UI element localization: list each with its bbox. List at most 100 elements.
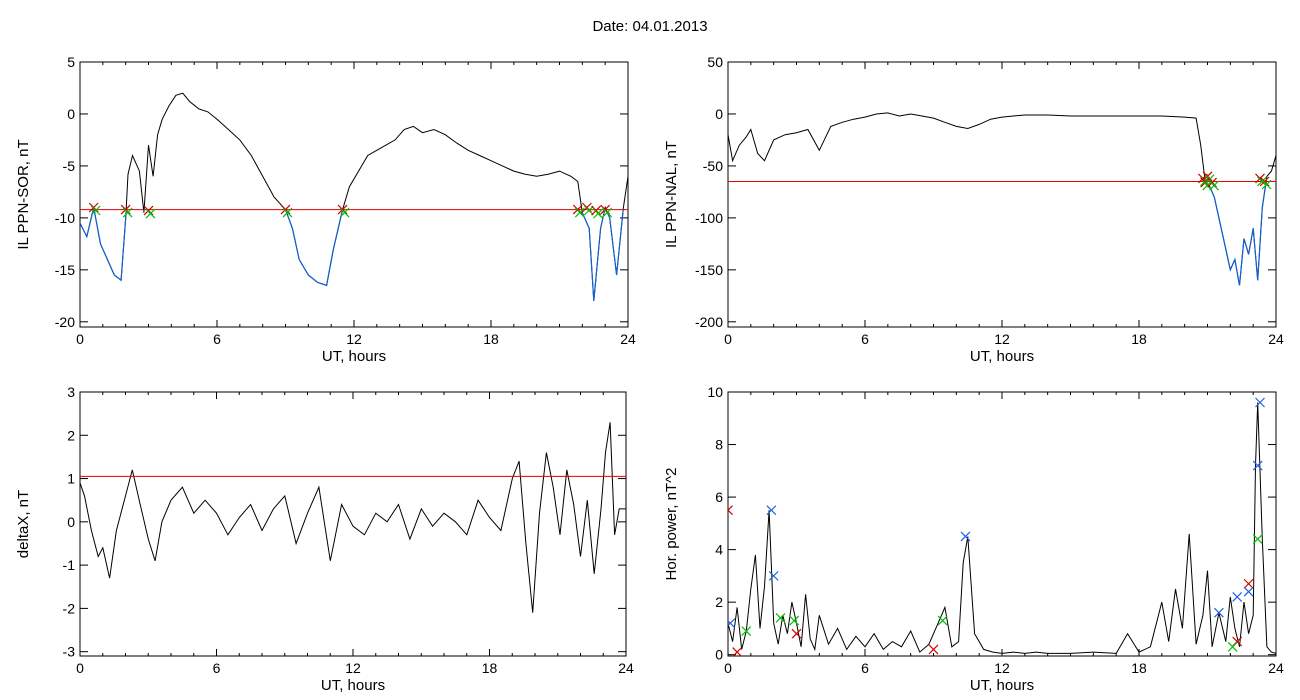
series-line bbox=[728, 402, 1276, 654]
x-axis-label: UT, hours bbox=[970, 677, 1034, 694]
x-tick-label: 24 bbox=[1268, 660, 1284, 676]
crossing-marker bbox=[600, 204, 611, 215]
y-axis-label: deltaX, nT bbox=[15, 490, 32, 558]
x-axis-label: UT, hours bbox=[321, 677, 385, 694]
x-tick-label: 0 bbox=[76, 331, 84, 347]
crossing-marker bbox=[1259, 176, 1270, 187]
y-tick-label: -100 bbox=[695, 210, 723, 226]
y-tick-label: 2 bbox=[67, 427, 75, 443]
peak-marker-blue bbox=[728, 618, 736, 629]
below-threshold-group bbox=[80, 209, 624, 302]
crossing-marker bbox=[88, 202, 99, 213]
peak-marker-red bbox=[928, 644, 939, 655]
x-tick-label: 12 bbox=[994, 331, 1010, 347]
y-tick-label: 3 bbox=[67, 384, 75, 400]
page-title: Date: 04.01.2013 bbox=[592, 18, 708, 35]
chart-panel-3: 0 6 12 18 24 3 2 1 0 -1 -2 -3 UT, hours deltaX, nT bbox=[15, 384, 634, 694]
below-threshold-group bbox=[1204, 181, 1267, 286]
y-tick-label: -5 bbox=[63, 158, 76, 174]
crossing-marker bbox=[593, 208, 603, 219]
plot-frame bbox=[727, 61, 1277, 328]
y-axis-label: IL PPN-SOR, nT bbox=[15, 139, 32, 249]
x-tick-label: 24 bbox=[620, 331, 636, 347]
peak-marker-green bbox=[741, 626, 752, 636]
crossing-marker bbox=[122, 207, 133, 218]
y-tick-label: 1 bbox=[67, 471, 75, 487]
x-tick-label: 0 bbox=[724, 331, 732, 347]
crossing-marker bbox=[280, 204, 291, 215]
peak-marker-green bbox=[789, 615, 800, 626]
x-tick-label: 24 bbox=[618, 660, 634, 676]
plot-area bbox=[728, 397, 1276, 656]
peak-marker-green bbox=[937, 615, 948, 626]
chart-panel-1: 0 6 12 18 24 5 0 -5 -10 -15 -20 UT, hours IL PPN-SOR… bbox=[15, 54, 636, 365]
y-tick-label: -200 bbox=[695, 314, 723, 330]
y-axis-label: IL PPN-NAL, nT bbox=[663, 141, 680, 248]
x-tick-label: 18 bbox=[483, 331, 499, 347]
crossing-marker bbox=[90, 205, 101, 216]
x-tick-label: 12 bbox=[345, 660, 361, 676]
peak-marker-blue bbox=[1243, 586, 1254, 597]
y-tick-label: -2 bbox=[63, 600, 76, 616]
crossing-marker bbox=[1207, 177, 1217, 188]
x-tick-label: 24 bbox=[1268, 331, 1284, 347]
crossing-marker bbox=[339, 207, 350, 218]
y-tick-label: 2 bbox=[715, 594, 723, 610]
crossing-marker bbox=[574, 207, 585, 218]
peak-marker-blue bbox=[768, 570, 779, 581]
crossing-marker bbox=[591, 205, 601, 216]
peak-marker-red bbox=[791, 628, 802, 639]
peak-marker-red bbox=[728, 505, 733, 516]
peak-marker-blue bbox=[766, 505, 777, 516]
y-tick-label: -20 bbox=[55, 314, 75, 330]
x-axis-label: UT, hours bbox=[970, 348, 1034, 365]
plot-area bbox=[728, 112, 1276, 286]
crossing-marker bbox=[1209, 180, 1219, 191]
y-tick-label: 0 bbox=[67, 514, 75, 530]
x-axis-label: UT, hours bbox=[322, 348, 386, 365]
series-line bbox=[80, 92, 628, 302]
crossing-marker bbox=[145, 208, 156, 219]
peak-marker-red bbox=[1243, 578, 1254, 589]
y-tick-label: -150 bbox=[695, 262, 723, 278]
crossing-marker bbox=[572, 204, 583, 215]
peak-marker-green bbox=[1227, 641, 1238, 652]
y-tick-label: -50 bbox=[703, 158, 723, 174]
peak-marker-green bbox=[1252, 534, 1263, 545]
x-tick-label: 18 bbox=[1131, 331, 1147, 347]
plot-frame bbox=[79, 61, 629, 328]
peak-marker-blue bbox=[1213, 607, 1224, 618]
y-tick-label: 50 bbox=[707, 54, 723, 70]
y-tick-label: -15 bbox=[55, 262, 75, 278]
crossing-marker bbox=[602, 207, 613, 218]
crossing-marker bbox=[120, 204, 131, 215]
crossing-marker bbox=[337, 204, 348, 215]
x-tick-label: 6 bbox=[213, 660, 221, 676]
crossing-marker bbox=[282, 207, 293, 218]
x-tick-label: 18 bbox=[1131, 660, 1147, 676]
crossing-marker bbox=[143, 205, 154, 216]
x-tick-label: 0 bbox=[76, 660, 84, 676]
x-tick-label: 12 bbox=[994, 660, 1010, 676]
peak-marker-blue bbox=[1252, 460, 1263, 471]
y-tick-label: 4 bbox=[715, 542, 723, 558]
x-tick-label: 6 bbox=[861, 331, 869, 347]
y-axis-label: Hor. power, nT^2 bbox=[663, 468, 680, 581]
crossing-marker bbox=[1261, 179, 1272, 190]
y-tick-label: 8 bbox=[715, 437, 723, 453]
crossing-marker bbox=[1257, 176, 1267, 187]
chart-panel-2: 0 6 12 18 24 50 0 -50 -100 -150 -200 UT, hours IL PP… bbox=[663, 54, 1284, 365]
peak-marker-red bbox=[732, 647, 743, 656]
y-tick-label: 10 bbox=[707, 384, 723, 400]
y-tick-label: -3 bbox=[63, 644, 76, 660]
y-tick-label: 5 bbox=[67, 54, 75, 70]
plot-area bbox=[80, 422, 626, 613]
peak-marker-green bbox=[775, 612, 786, 623]
x-tick-label: 6 bbox=[213, 331, 221, 347]
plot-frame bbox=[727, 391, 1277, 657]
x-tick-label: 0 bbox=[724, 660, 732, 676]
y-tick-label: 0 bbox=[67, 106, 75, 122]
y-tick-label: -10 bbox=[55, 210, 75, 226]
below-threshold-line bbox=[1204, 181, 1267, 286]
